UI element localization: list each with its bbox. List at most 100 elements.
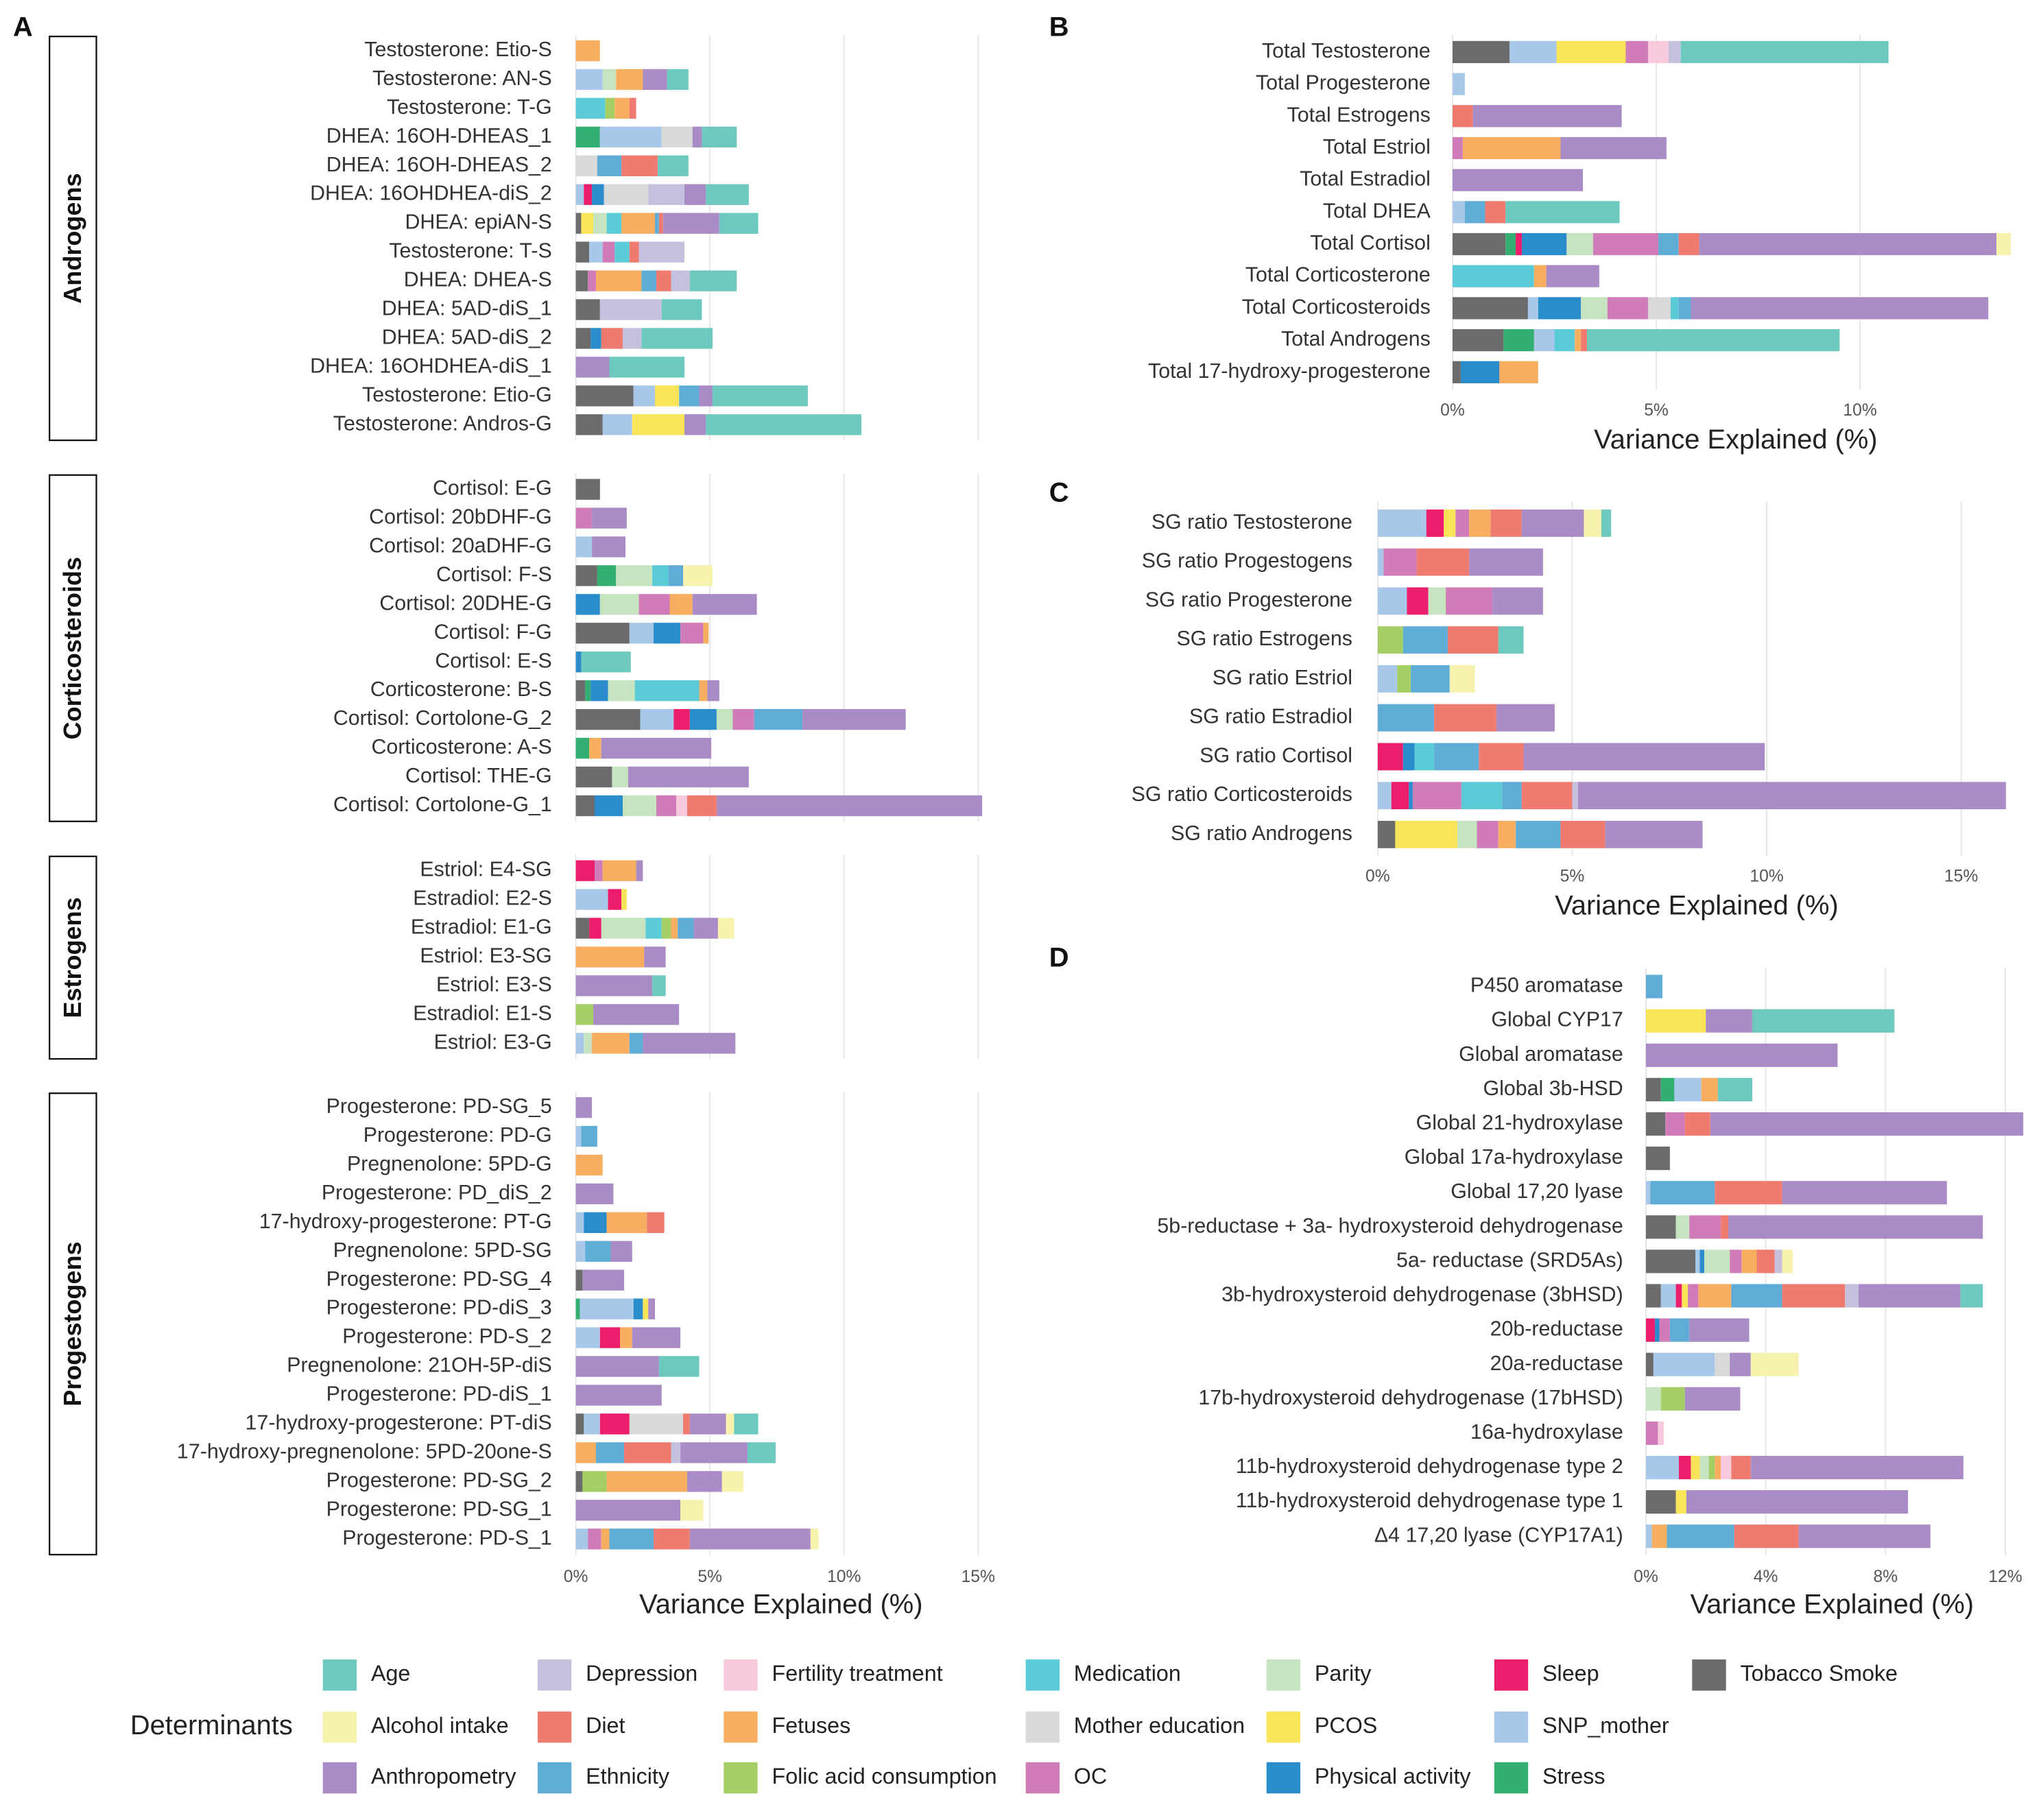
x-tick-label: 5% (1560, 867, 1585, 886)
category-label: Corticosterone: A-S (372, 736, 552, 758)
bar-segment (581, 651, 631, 673)
category-label: Global 17a-hydroxylase (1405, 1146, 1623, 1169)
bar-segment (1397, 665, 1411, 693)
bar-segment (608, 680, 635, 702)
bar-segment (640, 708, 674, 730)
bar-segment (616, 69, 643, 91)
bar-segment (1516, 820, 1561, 848)
bar-segment (1453, 328, 1504, 352)
bar-segment (1560, 136, 1667, 160)
bar-segment (1689, 1215, 1721, 1239)
bar-segment (575, 414, 603, 435)
bar-segment (594, 860, 603, 881)
bar-segment (1607, 297, 1649, 320)
bar-segment (602, 414, 632, 435)
bar-segment (1996, 232, 2011, 256)
bar-segment (575, 708, 641, 730)
x-tick-label: 0% (564, 1568, 588, 1586)
bar-segment (1566, 232, 1593, 256)
bar-segment (606, 1212, 647, 1234)
bar-segment (1572, 782, 1578, 810)
bar-segment (1750, 1352, 1799, 1376)
category-label: 11b-hydroxysteroid dehydrogenase type 1 (1236, 1489, 1623, 1512)
bar-segment (1581, 297, 1608, 320)
category-label: Progesterone: PD-SG_1 (326, 1498, 552, 1520)
x-tick-label: 0% (1440, 401, 1465, 420)
bar-segment (1453, 169, 1584, 191)
x-tick-label: 12% (1988, 1568, 2022, 1586)
bar-segment (575, 594, 600, 615)
legend-label: Depression (586, 1661, 697, 1686)
bar-segment (648, 1298, 655, 1319)
bar-segment (602, 69, 617, 91)
bar-segment (609, 357, 685, 378)
bar-segment (654, 623, 681, 644)
bar-segment (575, 357, 610, 378)
x-axis-title: Variance Explained (%) (1555, 890, 1838, 920)
category-label: 17b-hydroxysteroid dehydrogenase (17bHSD… (1198, 1387, 1623, 1409)
bar-segment (641, 328, 713, 349)
bar-segment (669, 594, 693, 615)
bar-segment (1412, 782, 1461, 810)
bar-segment (1648, 297, 1671, 320)
bar-segment (1577, 782, 2006, 810)
bar-segment (1691, 1455, 1700, 1480)
x-tick-label: 5% (1644, 401, 1669, 420)
bar-segment (1538, 297, 1582, 320)
category-label: DHEA: 16OHDHEA-diS_2 (310, 182, 552, 205)
x-tick-label: 15% (1944, 867, 1978, 886)
legend-label: Fetuses (772, 1713, 851, 1738)
bar-segment (1575, 328, 1582, 352)
bar-segment (593, 213, 607, 234)
category-label: Δ4 17,20 lyase (CYP17A1) (1374, 1524, 1623, 1546)
bar-segment (810, 1529, 819, 1550)
legend-swatch (1494, 1659, 1529, 1691)
bar-segment (1453, 265, 1534, 287)
bar-segment (1527, 297, 1538, 320)
bar-segment (575, 1327, 600, 1348)
facet-strip (49, 1092, 97, 1556)
category-label: 17-hydroxy-progesterone: PT-G (259, 1210, 552, 1233)
legend-label: SNP_mother (1542, 1713, 1669, 1738)
bar-segment (1434, 704, 1496, 732)
bar-segment (1428, 587, 1446, 615)
bar-segment (581, 1125, 597, 1147)
bar-segment (1730, 1249, 1742, 1273)
legend-label: Stress (1542, 1764, 1605, 1788)
category-label: Total Testosterone (1262, 40, 1431, 62)
bar-segment (1660, 1387, 1685, 1411)
bar-segment (641, 270, 656, 291)
bar-segment (1560, 820, 1606, 848)
bar-segment (1469, 548, 1543, 576)
bar-segment (1460, 361, 1500, 383)
bar-segment (1377, 665, 1398, 693)
bar-segment (1377, 626, 1403, 654)
category-label: 16a-hydroxylase (1470, 1421, 1623, 1444)
bar-segment (1960, 1284, 1983, 1308)
bar-segment (582, 1471, 607, 1492)
bar-segment (1715, 1181, 1782, 1205)
bar-segment (1645, 1352, 1654, 1376)
bar-segment (1521, 782, 1573, 810)
bar-segment (590, 680, 608, 702)
legend-label: Parity (1315, 1661, 1372, 1686)
bar-segment (1499, 361, 1538, 383)
bar-segment (647, 1212, 665, 1234)
bar-segment (1403, 626, 1448, 654)
bar-segment (575, 1033, 584, 1054)
bar-segment (575, 1471, 583, 1492)
legend-label: Age (371, 1661, 410, 1686)
bar-segment (671, 270, 690, 291)
bar-segment (632, 1327, 681, 1348)
bar-segment (1668, 40, 1681, 64)
bar-segment (575, 565, 597, 586)
category-label: Cortisol: 20aDHF-G (369, 535, 552, 558)
legend-swatch (1494, 1762, 1529, 1794)
bar-segment (1660, 1077, 1675, 1101)
bar-segment (1462, 136, 1561, 160)
bar-segment (575, 680, 586, 702)
bar-segment (1453, 201, 1465, 224)
category-label: Progesterone: PD-G (363, 1124, 552, 1147)
bar-segment (1675, 1490, 1686, 1514)
bar-segment (1587, 328, 1840, 352)
